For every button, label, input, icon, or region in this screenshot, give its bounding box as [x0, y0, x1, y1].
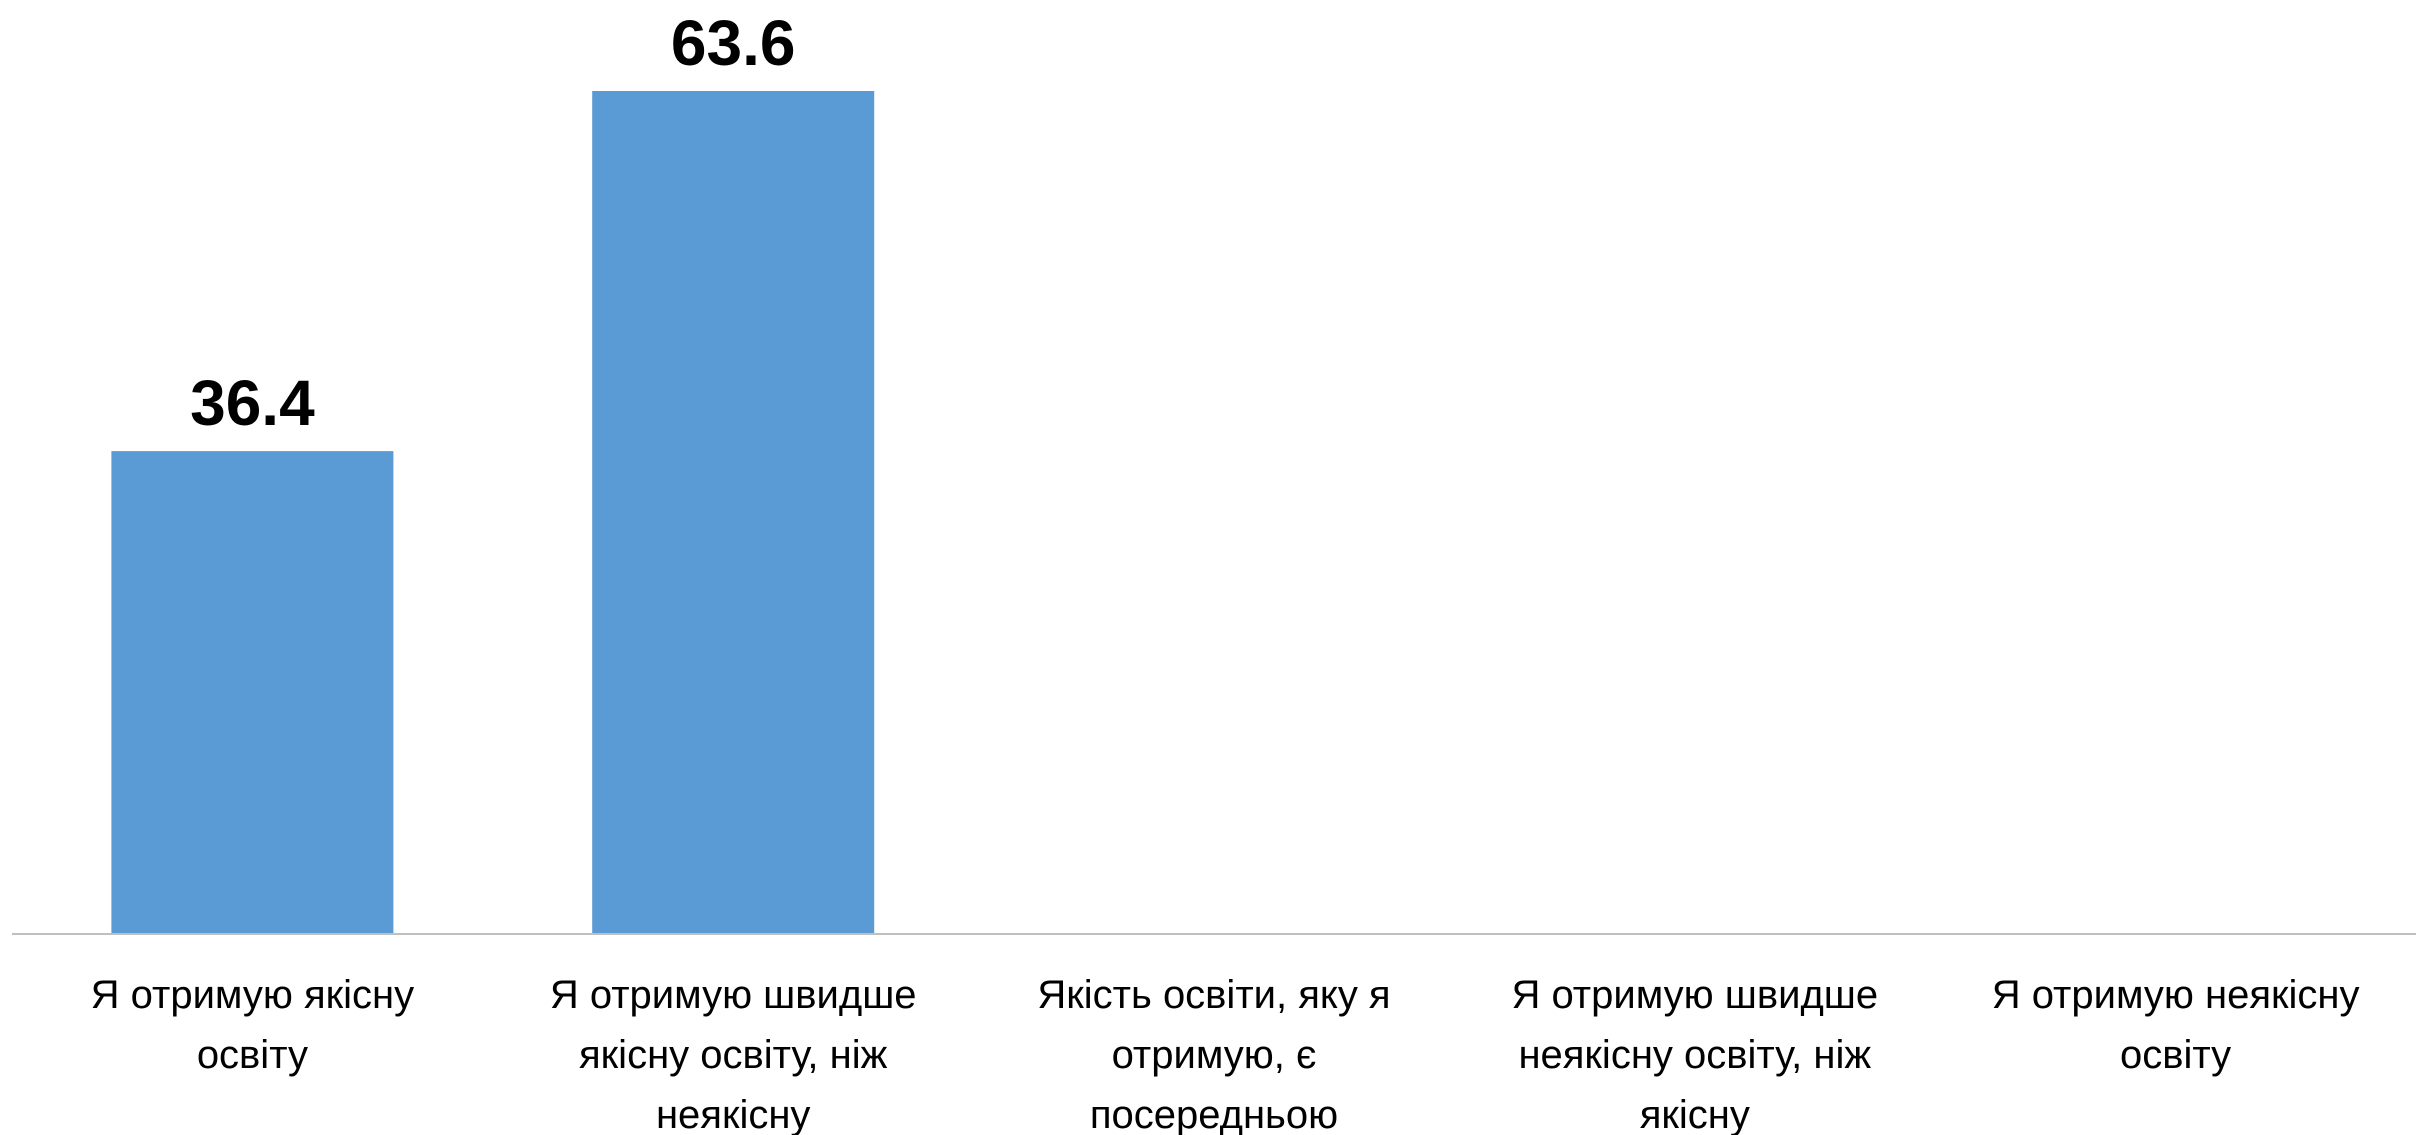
category-label-1-line-2: освіту [197, 1033, 308, 1077]
category-label-5: Я отримую неякісну освіту [1992, 973, 2360, 1077]
category-labels-group: Я отримую якісну освіту Я отримую швидше як… [91, 973, 2360, 1135]
category-label-3-line-1: Якість освіти, яку я [1037, 973, 1390, 1017]
category-label-2-line-1: Я отримую швидше [550, 973, 917, 1017]
data-labels-group: 36.4 63.6 [190, 7, 795, 439]
category-label-5-line-1: Я отримую неякісну [1992, 973, 2360, 1017]
category-label-3: Якість освіти, яку я отримую, є посередньо… [1037, 973, 1390, 1135]
category-label-2-line-3: неякісну [656, 1093, 810, 1135]
data-label-1: 36.4 [190, 367, 315, 439]
category-label-4-line-2: неякісну освіту, ніж [1518, 1033, 1871, 1077]
category-label-1: Я отримую якісну освіту [91, 973, 414, 1077]
category-label-4-line-1: Я отримую швидше [1511, 973, 1878, 1017]
category-label-1-line-1: Я отримую якісну [91, 973, 414, 1017]
category-label-5-line-2: освіту [2120, 1033, 2231, 1077]
category-label-3-line-3: посередньою [1090, 1093, 1338, 1135]
category-label-4: Я отримую швидше неякісну освіту, ніж якіс… [1511, 973, 1878, 1135]
category-label-4-line-3: якісну [1640, 1093, 1750, 1135]
category-label-2: Я отримую швидше якісну освіту, ніж неякіс… [550, 973, 917, 1135]
category-label-3-line-2: отримую, є [1112, 1033, 1317, 1077]
category-label-2-line-2: якісну освіту, ніж [579, 1033, 888, 1077]
data-label-2: 63.6 [671, 7, 796, 79]
bar-2 [592, 91, 875, 933]
bars-group [111, 91, 875, 933]
bar-1 [111, 451, 394, 933]
